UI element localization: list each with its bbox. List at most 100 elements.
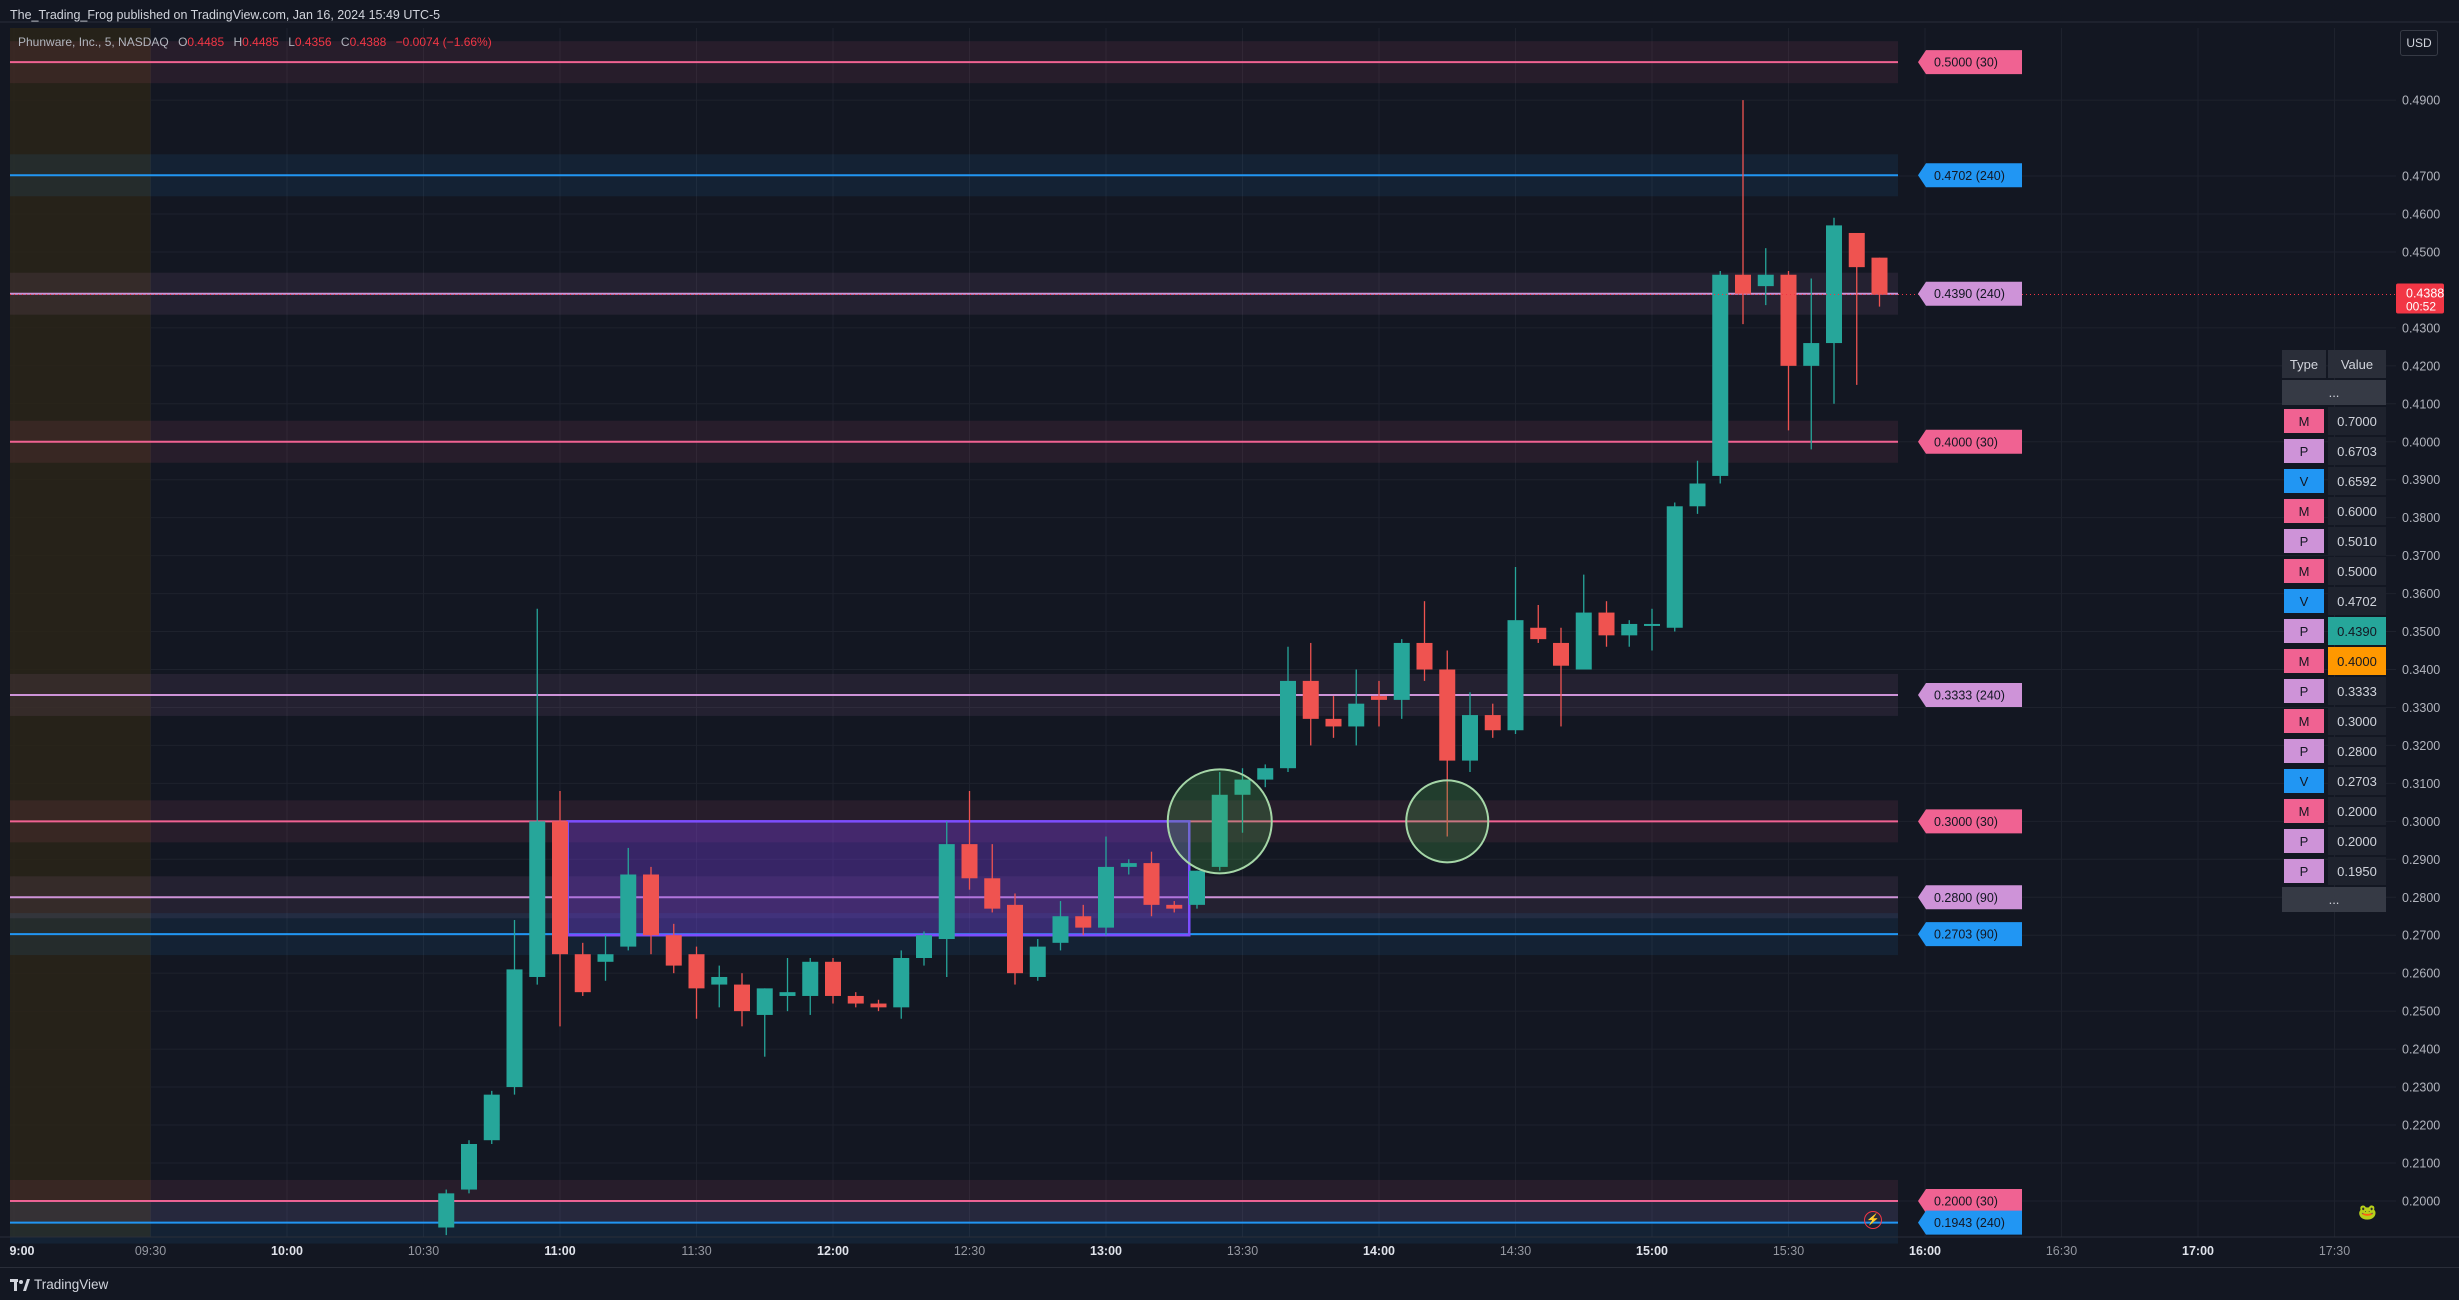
candle-body xyxy=(688,954,705,989)
price-chart[interactable]: 0.5000 (30) 0.4702 (240) 0.4390 (240) 0.400… xyxy=(0,0,2459,1267)
y-tick-label: 0.3900 xyxy=(2402,473,2440,487)
x-tick-label: 12:30 xyxy=(954,1244,985,1258)
candle-body xyxy=(1757,274,1774,287)
candle-body xyxy=(1598,612,1615,636)
type-cell: V xyxy=(2282,467,2326,495)
table-row: P 0.2800 xyxy=(2282,737,2386,765)
type-cell: M xyxy=(2282,647,2326,675)
highlight-circle xyxy=(1405,779,1490,864)
tradingview-logo-icon[interactable] xyxy=(10,1279,30,1291)
y-tick-label: 0.4500 xyxy=(2402,245,2440,259)
x-tick-label: 14:00 xyxy=(1363,1244,1395,1258)
value-cell: 0.6592 xyxy=(2328,467,2386,495)
type-badge: P xyxy=(2284,829,2324,853)
ohlc-legend: Phunware, Inc., 5, NASDAQ O0.4485 H0.448… xyxy=(18,35,492,49)
value-cell: 0.2800 xyxy=(2328,737,2386,765)
candle-body xyxy=(665,935,682,966)
candle-body xyxy=(1052,916,1069,943)
table-ellipsis-bottom[interactable]: ... xyxy=(2282,887,2386,912)
candle-body xyxy=(506,969,523,1088)
candle-body xyxy=(1848,232,1865,268)
type-badge: V xyxy=(2284,589,2324,613)
level-labels: 0.5000 (30) 0.4702 (240) 0.4390 (240) 0.400… xyxy=(1918,50,2022,1235)
level-label-text: 0.2000 (30) xyxy=(1934,1194,1998,1208)
level-label: 0.4702 (240) xyxy=(1918,163,2022,188)
value-cell: 0.4000 xyxy=(2328,647,2386,675)
candle-body xyxy=(1621,623,1638,636)
candle-body xyxy=(779,992,796,996)
candle-body xyxy=(1780,274,1797,366)
y-tick-label: 0.2500 xyxy=(2402,1005,2440,1019)
candle-body xyxy=(1553,642,1569,666)
candle-body xyxy=(1371,696,1387,700)
x-tick-label: 15:30 xyxy=(1773,1244,1804,1258)
candle-body xyxy=(938,844,955,940)
candle-body xyxy=(574,954,591,993)
type-badge: P xyxy=(2284,529,2324,553)
y-tick-label: 0.3000 xyxy=(2402,815,2440,829)
candle-body xyxy=(1393,642,1410,700)
level-label-text: 0.4390 (240) xyxy=(1934,287,2005,301)
candle-body xyxy=(1735,274,1751,294)
table-row: P 0.4390 xyxy=(2282,617,2386,645)
table-header: Type Value xyxy=(2282,350,2386,378)
y-tick-label: 0.4100 xyxy=(2402,397,2440,411)
value-cell: 0.3333 xyxy=(2328,677,2386,705)
currency-button[interactable]: USD xyxy=(2400,30,2438,56)
grid-lines xyxy=(10,28,2396,1237)
candle-body xyxy=(438,1193,455,1228)
last-price-text: 0.4388 xyxy=(2406,286,2444,300)
level-label-bg xyxy=(1918,682,2022,707)
candle-body xyxy=(1439,669,1456,761)
candle-body xyxy=(1257,768,1274,780)
table-ellipsis-top[interactable]: ... xyxy=(2282,380,2386,405)
symbol-name: Phunware, Inc., 5, NASDAQ xyxy=(18,35,169,49)
level-label: 0.2800 (90) xyxy=(1918,885,2022,910)
type-badge: M xyxy=(2284,559,2324,583)
y-axis: 0.4900 0.4700 0.4600 0.4500 0.4300 0.4200 0.41… xyxy=(2402,94,2440,1209)
y-tick-label: 0.2700 xyxy=(2402,929,2440,943)
candle-body xyxy=(802,961,819,996)
type-cell: P xyxy=(2282,857,2326,885)
candle-body xyxy=(461,1144,477,1190)
value-cell: 0.2000 xyxy=(2328,797,2386,825)
type-cell: M xyxy=(2282,707,2326,735)
value-cell: 0.4702 xyxy=(2328,587,2386,615)
candle-body xyxy=(711,976,728,985)
candle-body xyxy=(1325,718,1342,727)
level-label-text: 0.5000 (30) xyxy=(1934,56,1998,70)
y-tick-label: 0.4700 xyxy=(2402,170,2440,184)
close-label: C xyxy=(340,35,350,49)
x-tick-label: 11:30 xyxy=(681,1244,711,1258)
candle-body xyxy=(1007,904,1023,974)
value-cell: 0.2703 xyxy=(2328,767,2386,795)
x-tick-label: 15:00 xyxy=(1636,1244,1668,1258)
brand-name[interactable]: TradingView xyxy=(34,1277,109,1292)
value-cell: 0.7000 xyxy=(2328,407,2386,435)
value-cell: 0.1950 xyxy=(2328,857,2386,885)
level-label-bg xyxy=(1918,281,2022,306)
type-badge: M xyxy=(2284,409,2324,433)
y-tick-label: 0.4300 xyxy=(2402,321,2440,335)
table-rows: M 0.7000 P 0.6703 V 0.6592 M 0.6000 P 0.5010 M 0.50… xyxy=(2282,407,2386,885)
value-cell: 0.2000 xyxy=(2328,827,2386,855)
level-label: 0.4390 (240) xyxy=(1918,281,2022,306)
level-lines xyxy=(10,41,1898,1244)
y-tick-label: 0.3200 xyxy=(2402,739,2440,753)
countdown-text: 00:52 xyxy=(2406,299,2436,313)
x-tick-label: 14:30 xyxy=(1500,1244,1531,1258)
candle-body xyxy=(734,984,750,1012)
candle-body xyxy=(1120,863,1137,867)
last-price-badge-bg xyxy=(2396,283,2444,314)
candle-body xyxy=(1666,506,1683,628)
table-row: V 0.4702 xyxy=(2282,587,2386,615)
premarket-shade xyxy=(10,28,151,1237)
candle-body xyxy=(1029,946,1046,977)
type-badge: P xyxy=(2284,439,2324,463)
type-badge: P xyxy=(2284,739,2324,763)
candle-body xyxy=(1143,863,1160,905)
flash-icon[interactable]: ⚡ xyxy=(1864,1211,1882,1229)
candle-body xyxy=(1530,627,1547,640)
x-tick-label: 09:30 xyxy=(135,1244,166,1258)
